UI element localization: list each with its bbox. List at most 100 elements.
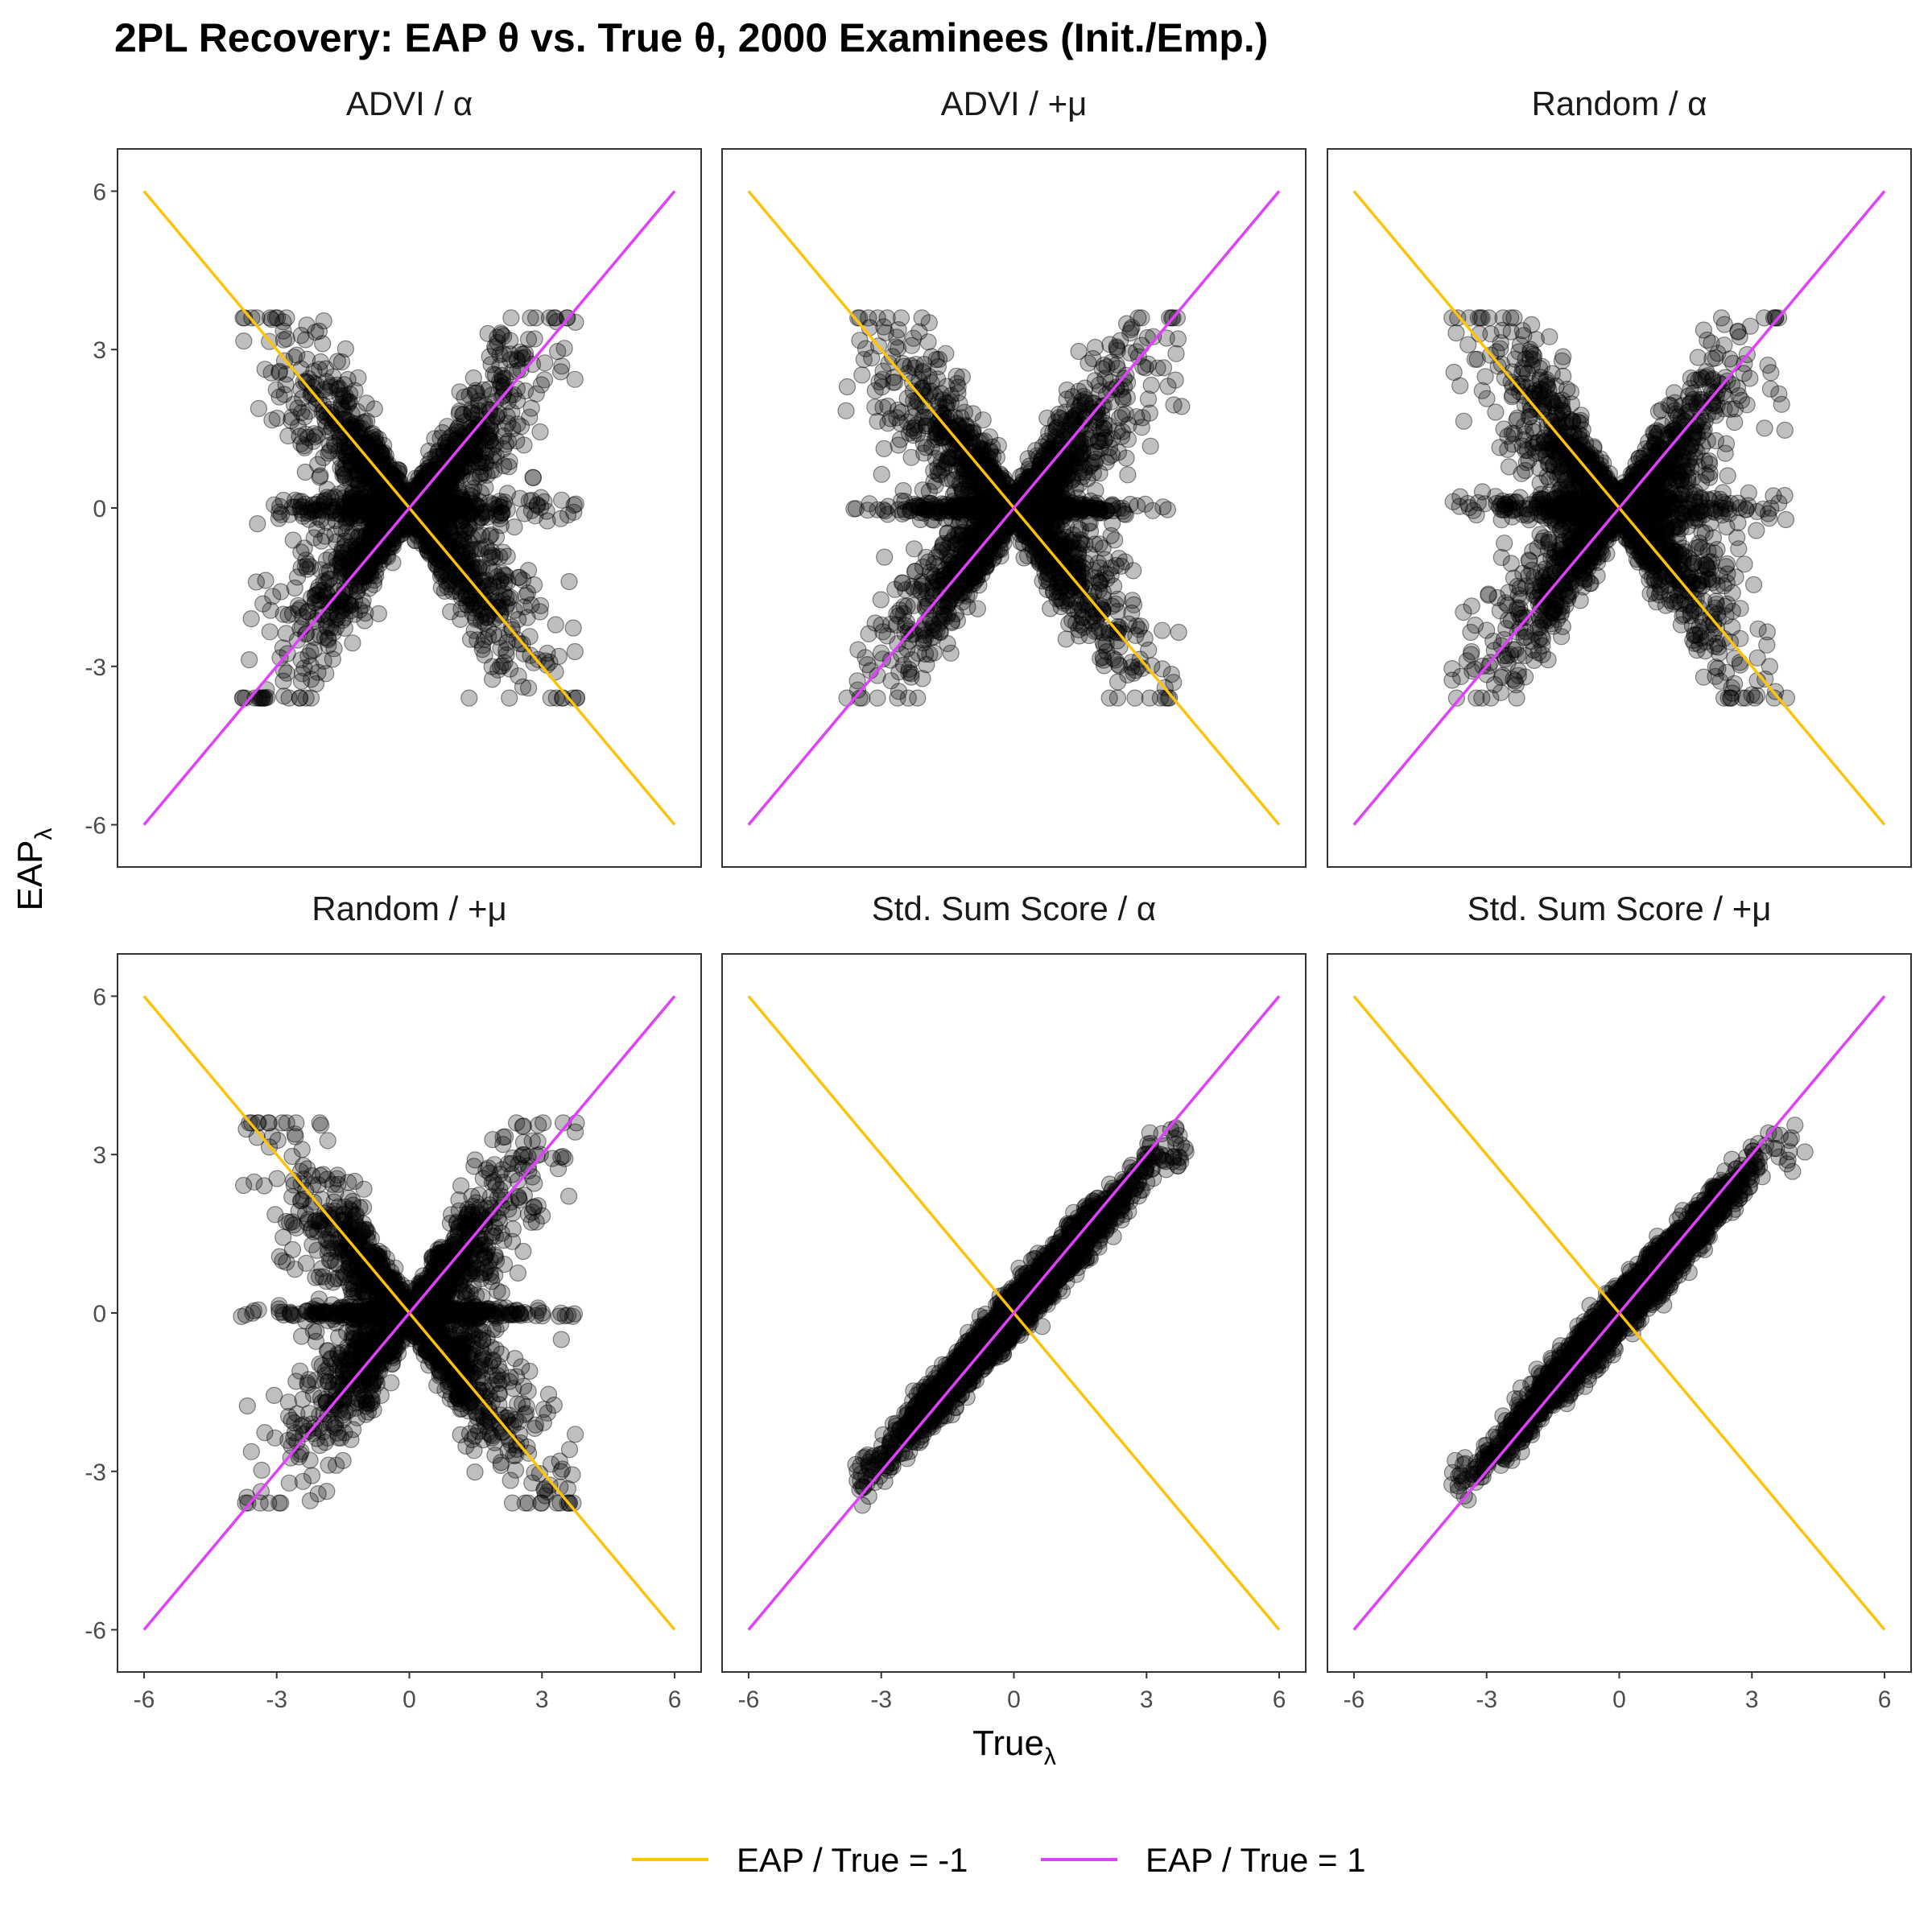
scatter-point <box>369 490 386 508</box>
scatter-point <box>300 510 318 528</box>
scatter-point <box>411 481 430 500</box>
scatter-point <box>374 502 393 520</box>
scatter-point <box>491 657 510 675</box>
scatter-point <box>321 400 339 419</box>
scatter-point <box>357 436 375 454</box>
scatter-point <box>497 588 515 606</box>
scatter-point <box>425 526 444 543</box>
scatter-point <box>480 401 497 419</box>
scatter-point <box>498 547 516 565</box>
scatter-point <box>349 422 366 440</box>
scatter-point <box>320 637 337 654</box>
scatter-point <box>357 532 375 550</box>
scatter-point <box>448 532 466 550</box>
scatter-point <box>477 609 495 626</box>
scatter-point <box>1170 623 1187 642</box>
scatter-point <box>455 406 473 423</box>
scatter-point <box>347 537 365 555</box>
scatter-point <box>455 551 473 569</box>
scatter-point <box>475 503 493 521</box>
scatter-point <box>464 559 482 578</box>
scatter-point <box>448 419 467 438</box>
scatter-point <box>374 551 392 568</box>
scatter-point <box>295 439 314 456</box>
scatter-point <box>361 525 380 543</box>
scatter-point <box>442 479 460 497</box>
scatter-point <box>357 433 375 451</box>
scatter-point <box>458 540 476 558</box>
scatter-point <box>361 564 379 582</box>
scatter-point <box>356 467 374 485</box>
scatter-point <box>283 605 302 623</box>
facet-label: ADVI / α <box>346 85 473 122</box>
scatter-point <box>407 519 424 537</box>
scatter-point <box>401 512 419 530</box>
scatter-point <box>446 505 464 522</box>
scatter-point <box>382 538 400 555</box>
scatter-point <box>357 444 375 462</box>
scatter-point <box>396 518 414 537</box>
scatter-point <box>448 475 466 493</box>
scatter-point <box>567 495 584 513</box>
scatter-point <box>495 328 513 345</box>
scatter-point <box>485 625 502 643</box>
scatter-point <box>452 455 470 473</box>
scatter-point <box>485 446 502 464</box>
scatter-point <box>471 458 489 476</box>
scatter-point <box>452 580 470 597</box>
scatter-point <box>354 465 372 483</box>
scatter-point <box>374 513 391 530</box>
scatter-point <box>292 435 310 452</box>
scatter-point <box>396 516 414 535</box>
scatter-point <box>497 642 515 659</box>
scatter-point <box>526 330 543 348</box>
scatter-point <box>356 568 374 585</box>
scatter-point <box>293 504 311 522</box>
scatter-point <box>502 309 520 327</box>
scatter-point <box>334 611 352 630</box>
scatter-point <box>364 424 382 443</box>
scatter-point <box>320 631 337 649</box>
scatter-point <box>292 559 310 576</box>
scatter-point <box>427 526 445 544</box>
scatter-point <box>350 475 368 493</box>
scatter-point <box>1139 390 1158 408</box>
scatter-point <box>349 369 367 386</box>
scatter-point <box>415 520 433 538</box>
scatter-point <box>387 499 405 517</box>
scatter-point <box>373 444 390 463</box>
scatter-point <box>469 454 487 472</box>
scatter-point <box>454 459 473 477</box>
scatter-point <box>367 439 385 457</box>
scatter-point <box>397 499 415 517</box>
scatter-point <box>393 525 411 543</box>
scatter-point <box>333 557 351 575</box>
scatter-point <box>383 475 401 493</box>
scatter-point <box>532 498 550 516</box>
scatter-point <box>456 457 474 475</box>
scatter-point <box>438 510 456 528</box>
scatter-point <box>366 499 384 517</box>
scatter-point <box>402 514 421 532</box>
scatter-point <box>458 515 477 533</box>
scatter-point <box>323 502 341 520</box>
scatter-point <box>379 491 397 509</box>
scatter-point <box>430 539 448 556</box>
scatter-point <box>344 492 361 510</box>
scatter-point <box>423 498 441 516</box>
scatter-point <box>278 330 295 348</box>
scatter-point <box>356 414 374 431</box>
scatter-point <box>378 499 395 517</box>
scatter-point <box>416 496 434 514</box>
scatter-point <box>444 483 462 502</box>
scatter-point <box>381 517 398 535</box>
scatter-point <box>423 504 441 522</box>
facet-label: ADVI / +μ <box>941 85 1088 122</box>
scatter-point <box>365 512 382 530</box>
scatter-point <box>419 497 436 516</box>
scatter-point <box>514 678 532 696</box>
scatter-point <box>369 605 387 623</box>
scatter-point <box>566 370 584 388</box>
